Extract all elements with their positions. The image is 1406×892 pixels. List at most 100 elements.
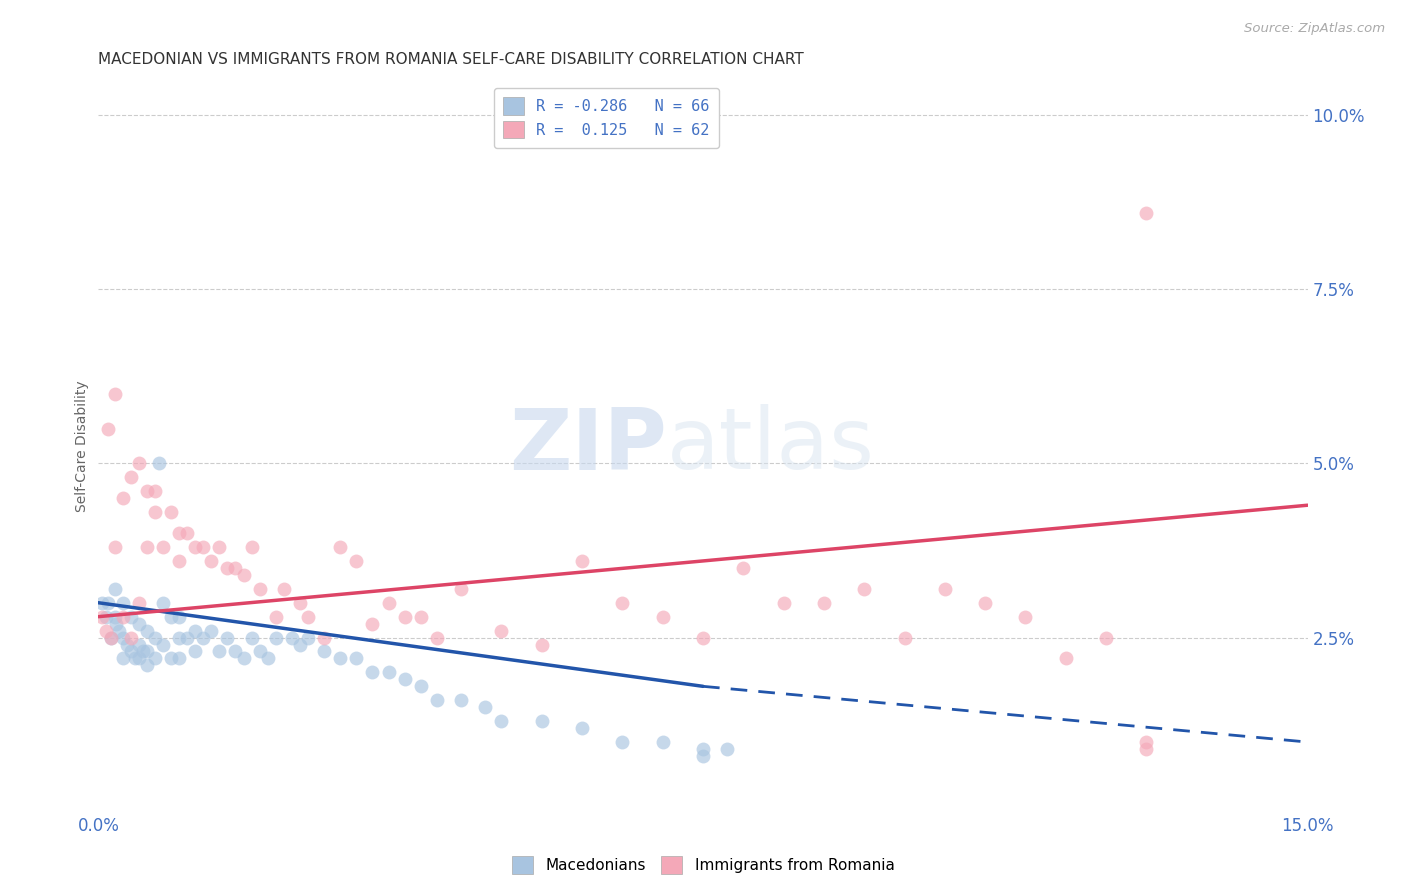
Point — [377, 596, 399, 610]
Point — [167, 609, 190, 624]
Point — [853, 582, 876, 596]
Point — [91, 596, 114, 610]
Point — [208, 540, 231, 554]
Point — [409, 679, 432, 693]
Point — [651, 735, 673, 749]
Point — [249, 644, 271, 658]
Point — [450, 582, 472, 596]
Point — [160, 505, 183, 519]
Point — [115, 638, 138, 652]
Point — [224, 644, 246, 658]
Point — [111, 596, 134, 610]
Point — [297, 631, 319, 645]
Point — [135, 484, 157, 499]
Point — [167, 554, 190, 568]
Point — [176, 526, 198, 541]
Point — [329, 540, 352, 554]
Point — [193, 540, 215, 554]
Point — [100, 631, 122, 645]
Point — [314, 631, 336, 645]
Point — [329, 651, 352, 665]
Point — [314, 644, 336, 658]
Point — [474, 700, 496, 714]
Point — [111, 631, 134, 645]
Point — [264, 609, 287, 624]
Point — [249, 582, 271, 596]
Point — [571, 721, 593, 735]
Point — [128, 457, 150, 471]
Point — [167, 631, 190, 645]
Point — [240, 631, 263, 645]
Point — [96, 609, 118, 624]
Point — [612, 596, 634, 610]
Point — [184, 624, 207, 638]
Point — [103, 609, 125, 624]
Point — [160, 651, 183, 665]
Point — [571, 554, 593, 568]
Point — [1014, 609, 1036, 624]
Point — [135, 624, 157, 638]
Point — [143, 651, 166, 665]
Point — [1135, 205, 1157, 219]
Point — [651, 609, 673, 624]
Point — [107, 624, 129, 638]
Point — [120, 609, 142, 624]
Point — [692, 742, 714, 756]
Point — [120, 470, 142, 484]
Point — [297, 609, 319, 624]
Point — [281, 631, 304, 645]
Point — [288, 596, 311, 610]
Point — [103, 582, 125, 596]
Text: ZIP: ZIP — [509, 404, 666, 488]
Point — [772, 596, 794, 610]
Point — [1095, 631, 1118, 645]
Point — [1135, 735, 1157, 749]
Text: Source: ZipAtlas.com: Source: ZipAtlas.com — [1244, 22, 1385, 36]
Point — [716, 742, 738, 756]
Point — [184, 540, 207, 554]
Point — [160, 609, 183, 624]
Point — [152, 596, 174, 610]
Point — [426, 631, 449, 645]
Point — [100, 631, 122, 645]
Point — [264, 631, 287, 645]
Point — [232, 567, 254, 582]
Point — [167, 651, 190, 665]
Point — [143, 631, 166, 645]
Point — [128, 651, 150, 665]
Point — [135, 540, 157, 554]
Point — [132, 644, 155, 658]
Point — [111, 609, 134, 624]
Point — [105, 616, 128, 631]
Point — [256, 651, 278, 665]
Point — [530, 638, 553, 652]
Point — [361, 665, 384, 680]
Point — [692, 749, 714, 764]
Point — [103, 386, 125, 401]
Point — [128, 638, 150, 652]
Point — [143, 484, 166, 499]
Point — [893, 631, 915, 645]
Point — [491, 624, 513, 638]
Point — [217, 631, 239, 645]
Point — [394, 609, 416, 624]
Point — [148, 457, 170, 471]
Point — [394, 673, 416, 687]
Point — [184, 644, 207, 658]
Y-axis label: Self-Care Disability: Self-Care Disability — [76, 380, 90, 512]
Point — [91, 609, 114, 624]
Point — [813, 596, 835, 610]
Point — [128, 596, 150, 610]
Point — [176, 631, 198, 645]
Point — [692, 631, 714, 645]
Point — [143, 505, 166, 519]
Point — [530, 714, 553, 728]
Point — [217, 561, 239, 575]
Point — [974, 596, 997, 610]
Point — [232, 651, 254, 665]
Point — [409, 609, 432, 624]
Point — [193, 631, 215, 645]
Point — [491, 714, 513, 728]
Point — [152, 540, 174, 554]
Point — [167, 526, 190, 541]
